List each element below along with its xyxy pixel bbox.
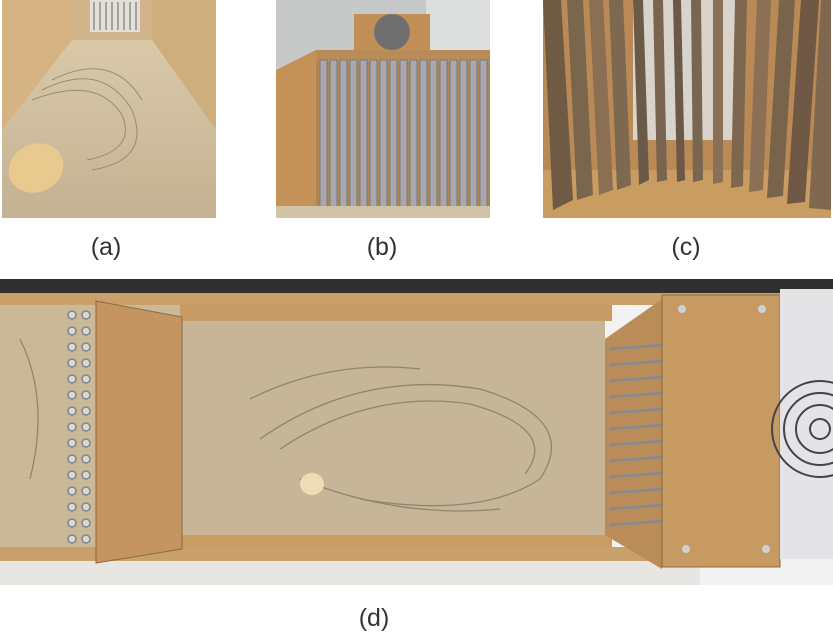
fan-icon xyxy=(771,380,833,478)
photo-panel-a xyxy=(2,0,216,218)
caption-d: (d) xyxy=(358,604,390,632)
caption-a: (a) xyxy=(90,233,122,261)
fan-icon xyxy=(374,14,410,50)
tube-array-icon xyxy=(319,59,488,211)
photo-panel-c xyxy=(543,0,831,218)
caption-c: (c) xyxy=(671,233,701,261)
fin-array-icon xyxy=(543,0,831,210)
photo-panel-b xyxy=(276,0,490,218)
photo-panel-d xyxy=(0,279,833,585)
caption-b: (b) xyxy=(366,233,398,261)
